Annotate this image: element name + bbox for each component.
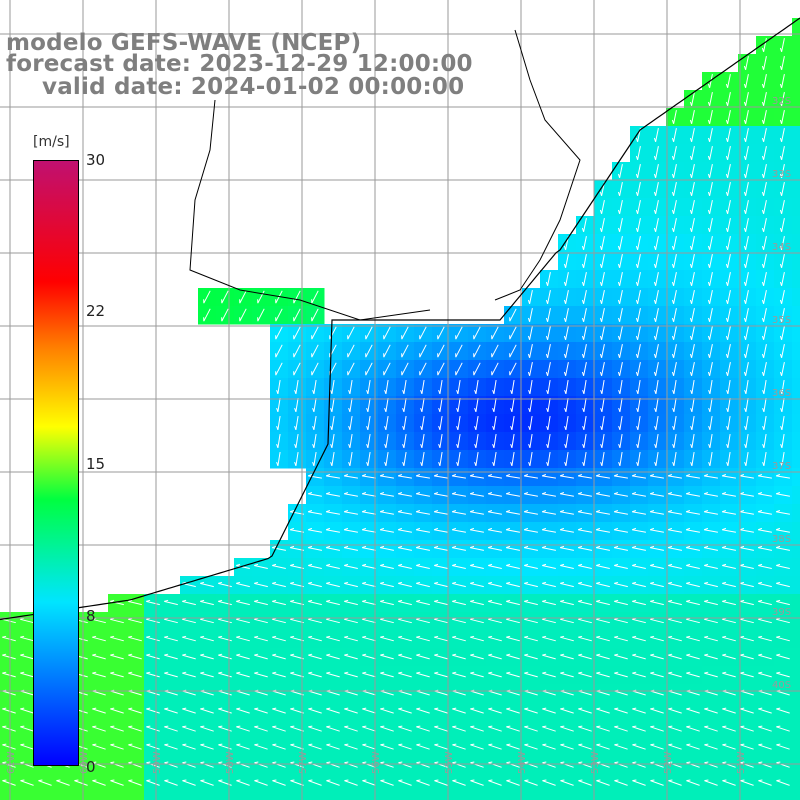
lon-label: 54W bbox=[517, 751, 528, 774]
lat-label: 33S bbox=[772, 169, 791, 180]
colorbar-tick-30: 30 bbox=[86, 151, 106, 169]
lon-label: 51W bbox=[736, 751, 747, 774]
border-line-brazil bbox=[494, 29, 581, 301]
border-line bbox=[189, 99, 431, 321]
valid-date: valid date: 2024-01-02 00:00:00 bbox=[42, 74, 465, 100]
lon-label: 56W bbox=[371, 751, 382, 774]
lon-label: 53W bbox=[590, 751, 601, 774]
colorbar-unit: [m/s] bbox=[33, 134, 70, 150]
lon-label: 60W bbox=[79, 751, 90, 774]
grid-labels: 32S 33S 34S 35S 36S 37S 38S 39S 40S 61W 60W 59W 58W 5… bbox=[6, 96, 791, 774]
forecast-date: forecast date: 2023-12-29 12:00:00 bbox=[6, 51, 473, 77]
lat-label: 34S bbox=[772, 242, 791, 253]
colorbar bbox=[33, 160, 79, 766]
lon-label: 58W bbox=[225, 751, 236, 774]
colorbar-tick-0: 0 bbox=[86, 758, 96, 776]
lat-label: 39S bbox=[772, 607, 791, 618]
lat-label: 40S bbox=[772, 680, 791, 691]
colorbar-tick-15: 15 bbox=[86, 455, 106, 473]
lon-label: 55W bbox=[444, 751, 455, 774]
model-title: modelo GEFS-WAVE (NCEP) bbox=[6, 30, 362, 56]
coastline bbox=[0, 17, 800, 621]
lat-label: 37S bbox=[772, 461, 791, 472]
wind-speed-cells bbox=[0, 18, 800, 800]
lon-label: 61W bbox=[6, 751, 17, 774]
colorbar-tick-8: 8 bbox=[86, 607, 96, 625]
lat-label: 32S bbox=[772, 96, 791, 107]
colorbar-tick-22: 22 bbox=[86, 302, 106, 320]
lon-label: 59W bbox=[152, 751, 163, 774]
lat-label: 36S bbox=[772, 388, 791, 399]
lon-label: 57W bbox=[298, 751, 309, 774]
lat-label: 38S bbox=[772, 534, 791, 545]
lat-label: 35S bbox=[772, 315, 791, 326]
lon-label: 52W bbox=[663, 751, 674, 774]
